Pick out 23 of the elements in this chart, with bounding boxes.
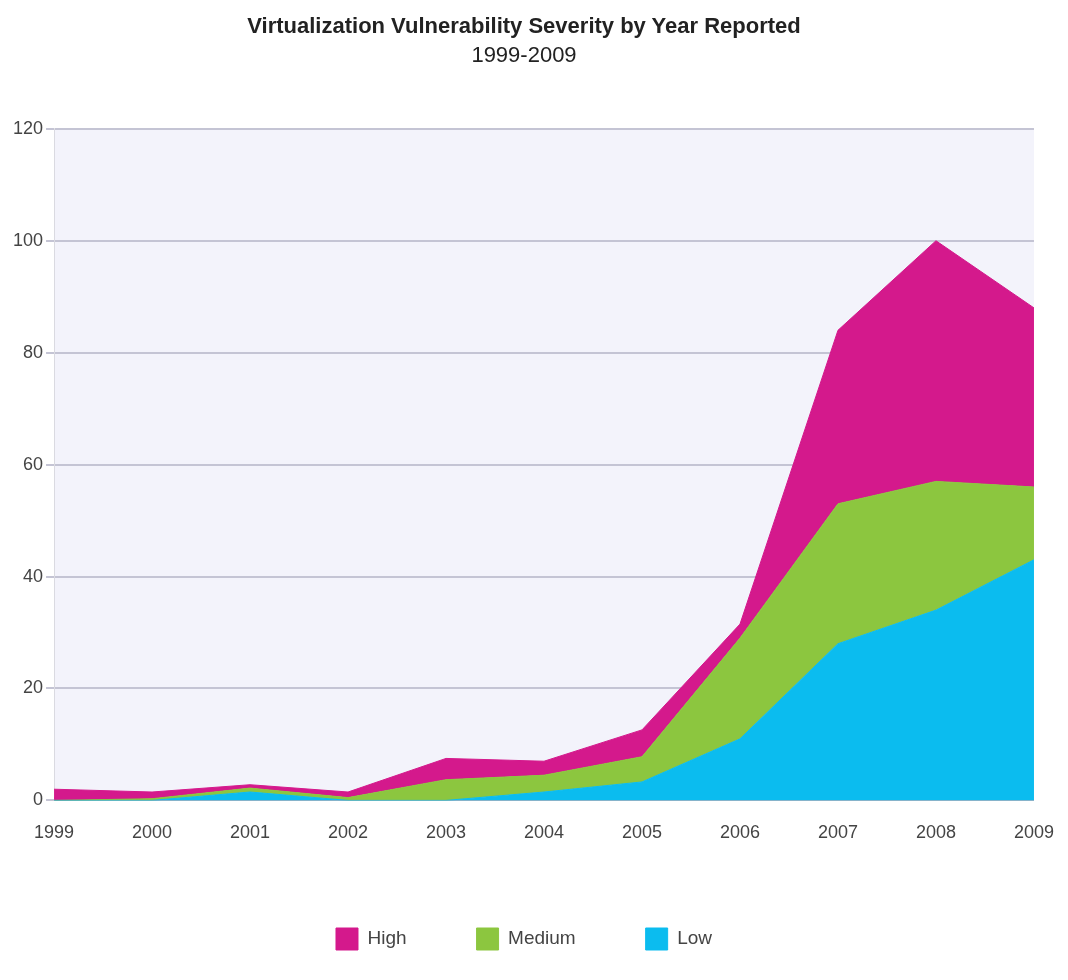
legend-label: High — [367, 927, 407, 949]
x-tick-label: 1999 — [34, 822, 75, 843]
x-tick-label: 2009 — [1013, 822, 1054, 843]
y-tick-label: 20 — [23, 677, 44, 698]
x-tick-label: 2005 — [621, 822, 663, 843]
legend-label: Low — [677, 927, 713, 949]
x-tick-label: 2001 — [230, 822, 271, 843]
chart-title: Virtualization Vulnerability Severity by Year Reported — [247, 13, 801, 39]
y-tick-label: 120 — [12, 117, 44, 138]
x-tick-label: 2006 — [719, 822, 761, 843]
x-tick-label: 2000 — [132, 822, 173, 843]
x-tick-label: 2004 — [523, 822, 565, 843]
chart-subtitle: 1999-2009 — [471, 41, 577, 67]
y-tick-label: 80 — [23, 341, 44, 362]
y-tick-label: 60 — [23, 453, 44, 474]
y-tick-label: 100 — [12, 229, 44, 250]
x-tick-label: 2003 — [425, 822, 467, 843]
y-tick-label: 40 — [23, 565, 44, 586]
x-tick-label: 2008 — [915, 822, 957, 843]
legend-label: Medium — [508, 927, 576, 949]
y-tick-label: 0 — [33, 789, 44, 810]
x-tick-label: 2007 — [817, 822, 859, 843]
x-tick-label: 2002 — [327, 822, 369, 843]
